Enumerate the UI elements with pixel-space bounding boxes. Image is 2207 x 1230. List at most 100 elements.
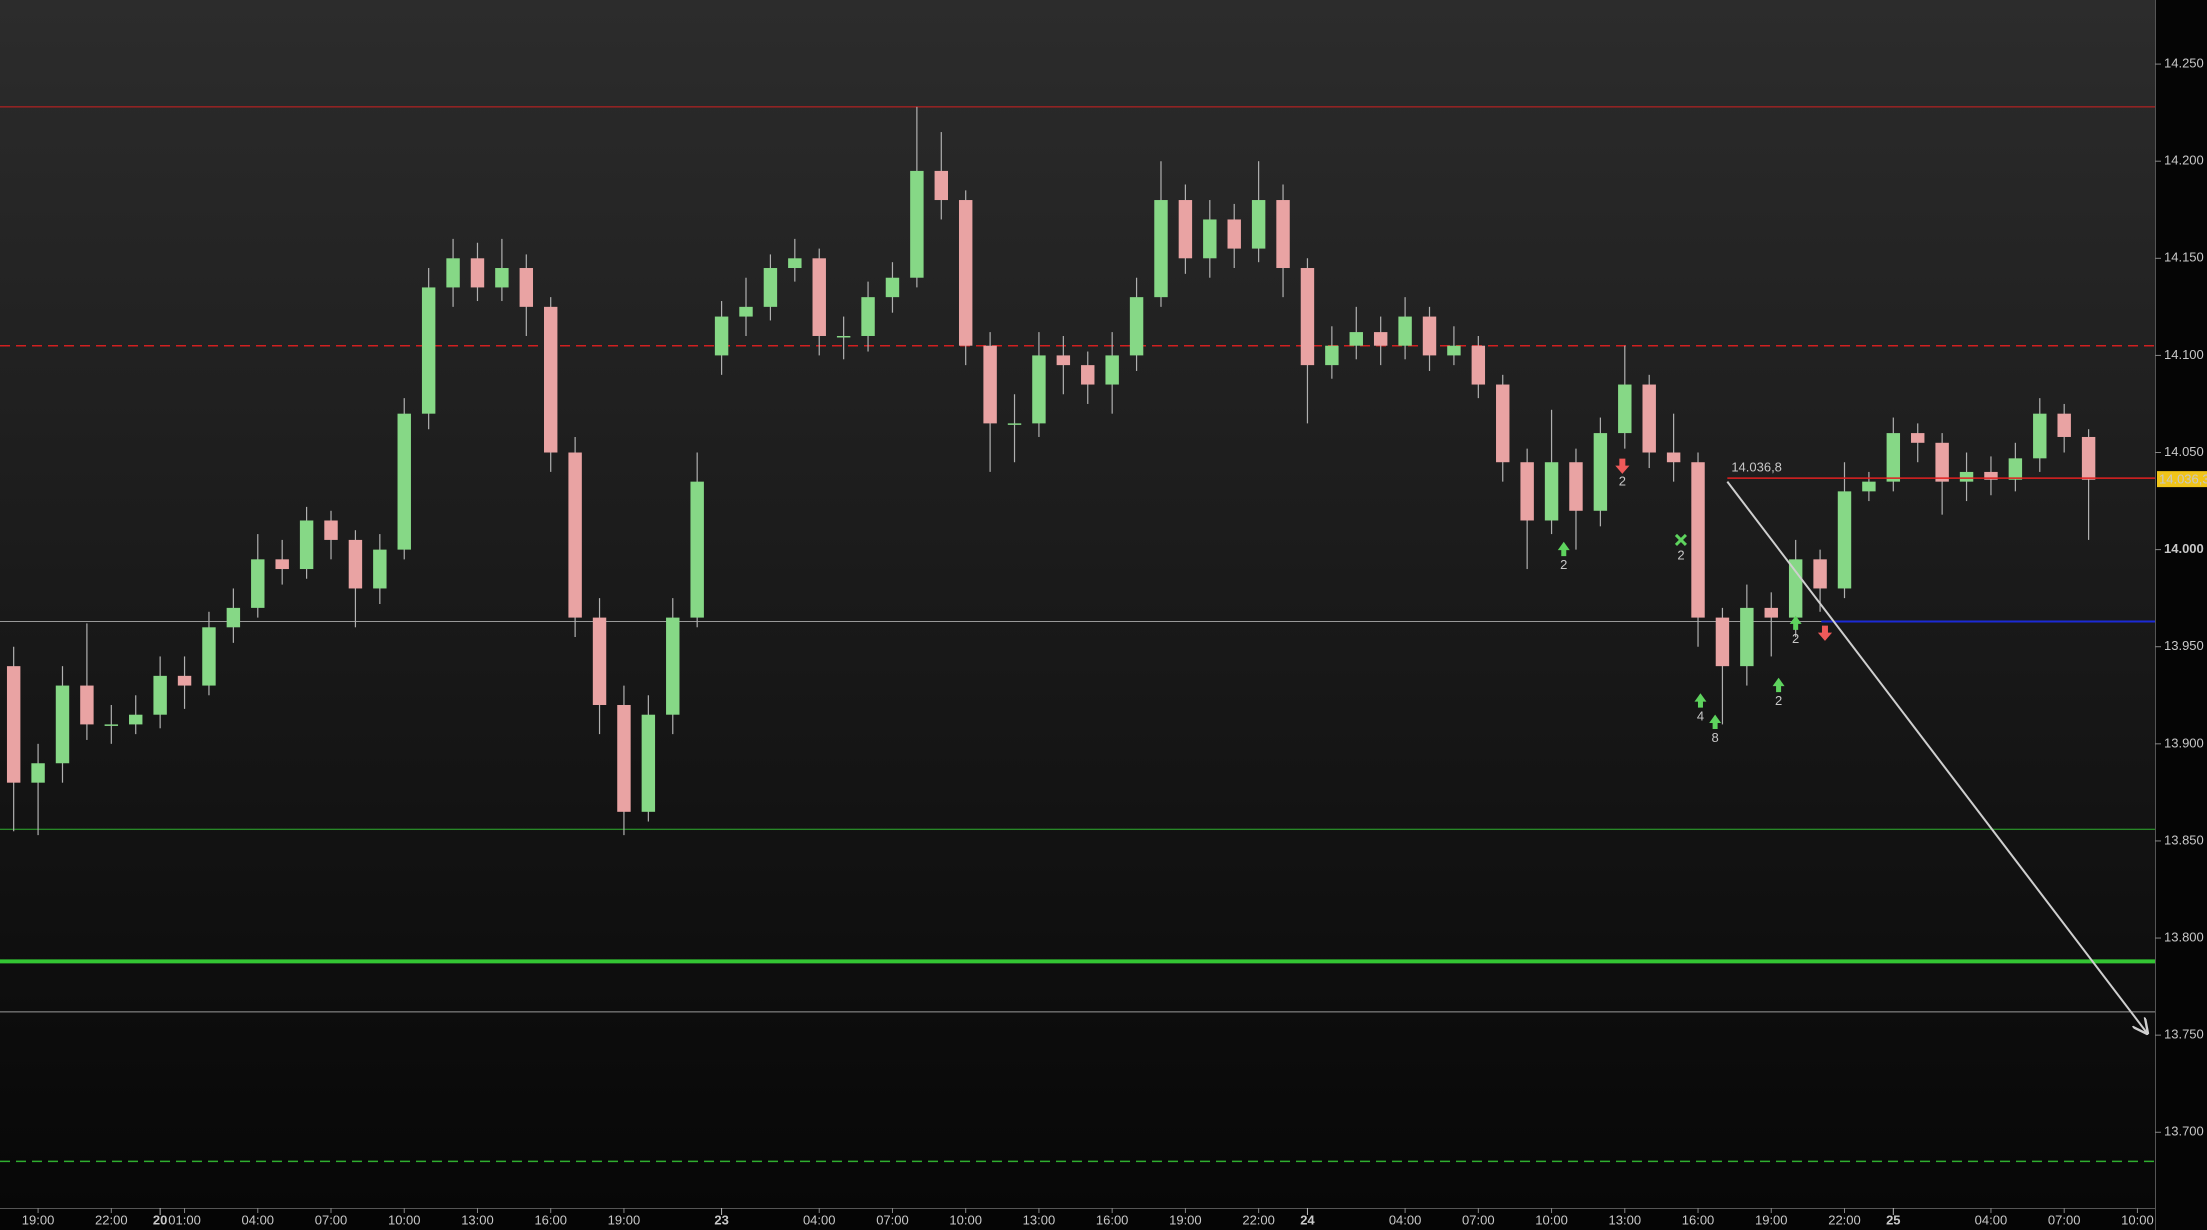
signal-marker xyxy=(1709,714,1722,729)
candle-body xyxy=(1007,423,1022,425)
candle-body xyxy=(1447,345,1461,356)
candle-body xyxy=(80,685,94,725)
candle-body xyxy=(421,287,436,414)
candle-body xyxy=(1325,345,1339,366)
candle-body xyxy=(1642,384,1656,453)
candle-body xyxy=(592,617,607,705)
candle-body xyxy=(1691,462,1705,618)
x-tick-label: 22:00 xyxy=(1242,1212,1275,1227)
day-tick-label: 23 xyxy=(714,1212,728,1227)
candle-body xyxy=(861,297,875,336)
candle-body xyxy=(763,268,778,307)
candle-body xyxy=(617,704,631,812)
signal-marker xyxy=(1789,615,1802,630)
candle-body xyxy=(519,268,534,307)
candle-body xyxy=(1544,462,1559,521)
candle-body xyxy=(226,607,241,628)
candle-body xyxy=(1349,332,1363,346)
candle-body xyxy=(1593,433,1608,511)
candle-body xyxy=(470,258,485,288)
candle-body xyxy=(1373,332,1388,346)
candle-body xyxy=(910,170,924,278)
x-tick-label: 04:00 xyxy=(1975,1212,2008,1227)
signal-label: 2 xyxy=(1677,547,1684,562)
signal-marker xyxy=(1557,541,1570,557)
x-tick-label: 07:00 xyxy=(315,1212,348,1227)
signal-marker xyxy=(1772,677,1785,693)
x-tick-label: 16:00 xyxy=(534,1212,567,1227)
candle-body xyxy=(568,452,582,618)
signal-label: 2 xyxy=(1560,557,1567,572)
candle-body xyxy=(202,627,216,686)
y-tick-label: 13.900 xyxy=(2164,735,2204,750)
x-tick-label: 19:00 xyxy=(22,1212,55,1227)
candle-body xyxy=(1251,200,1266,249)
y-tick-label: 13.700 xyxy=(2164,1124,2204,1139)
candle-body xyxy=(251,559,265,608)
candle-body xyxy=(1740,607,1754,667)
candle-body xyxy=(1300,268,1315,366)
x-tick-label: 10:00 xyxy=(388,1212,421,1227)
candle-body xyxy=(958,200,973,346)
signal-label: 2 xyxy=(1619,474,1626,489)
candle-body xyxy=(2081,436,2096,480)
candle-body xyxy=(324,520,338,540)
candle-body xyxy=(1862,481,1876,492)
y-tick-label: 13.750 xyxy=(2164,1027,2204,1042)
signal-marker xyxy=(1615,458,1630,474)
candle-body xyxy=(1398,316,1412,346)
candle-body xyxy=(397,413,411,550)
candle-body xyxy=(1837,491,1852,589)
x-tick-label: 16:00 xyxy=(1682,1212,1715,1227)
candle-body xyxy=(31,763,45,783)
candle-body xyxy=(1764,607,1778,618)
y-tick-label: 14.000 xyxy=(2164,541,2204,556)
day-tick-label: 25 xyxy=(1886,1212,1900,1227)
x-tick-label: 07:00 xyxy=(2048,1212,2081,1227)
candle-body xyxy=(1056,355,1071,366)
order-line-label: 14.036,8 xyxy=(1731,460,1782,475)
candle-body xyxy=(1788,559,1803,618)
x-tick-label: 13:00 xyxy=(1023,1212,1056,1227)
signal-marker xyxy=(1694,693,1707,708)
candle-body xyxy=(1032,355,1046,424)
x-tick-label: 22:00 xyxy=(95,1212,128,1227)
candle-body xyxy=(2057,413,2071,437)
candle-body xyxy=(788,258,802,269)
candle-body xyxy=(6,666,21,783)
candle-body xyxy=(1471,345,1486,385)
candle-body xyxy=(1520,462,1534,521)
candle-body xyxy=(2008,458,2023,480)
candle-body xyxy=(739,306,753,317)
candle-body xyxy=(129,714,143,725)
candle-body xyxy=(1569,462,1583,511)
candle-body xyxy=(1813,559,1827,589)
trendline xyxy=(1726,481,2147,1034)
x-tick-label: 01:00 xyxy=(168,1212,201,1227)
candle-body xyxy=(836,335,851,338)
candle-body xyxy=(1422,316,1437,356)
x-tick-label: 19:00 xyxy=(608,1212,641,1227)
x-tick-label: 04:00 xyxy=(803,1212,836,1227)
x-tick-label: 19:00 xyxy=(1755,1212,1788,1227)
signal-label: 2 xyxy=(1775,693,1782,708)
x-tick-label: 10:00 xyxy=(949,1212,982,1227)
candle-body xyxy=(1129,297,1144,356)
y-tick-label: 14.100 xyxy=(2164,347,2204,362)
x-tick-label: 10:00 xyxy=(1535,1212,1568,1227)
candle-body xyxy=(55,685,70,764)
candle-body xyxy=(495,268,509,288)
x-tick-label: 10:00 xyxy=(2121,1212,2154,1227)
x-tick-label: 13:00 xyxy=(1609,1212,1642,1227)
x-tick-label: 04:00 xyxy=(242,1212,275,1227)
candle-body xyxy=(1618,384,1632,434)
x-tick-label: 04:00 xyxy=(1389,1212,1422,1227)
candle-body xyxy=(1911,433,1925,443)
candle-body xyxy=(690,481,704,618)
y-tick-label: 14.200 xyxy=(2164,153,2204,168)
axis-panel xyxy=(2155,0,2207,1230)
candle-body xyxy=(983,345,997,424)
signal-label: 2 xyxy=(1792,631,1799,646)
candle-body xyxy=(1105,355,1119,385)
x-tick-label: 13:00 xyxy=(461,1212,494,1227)
